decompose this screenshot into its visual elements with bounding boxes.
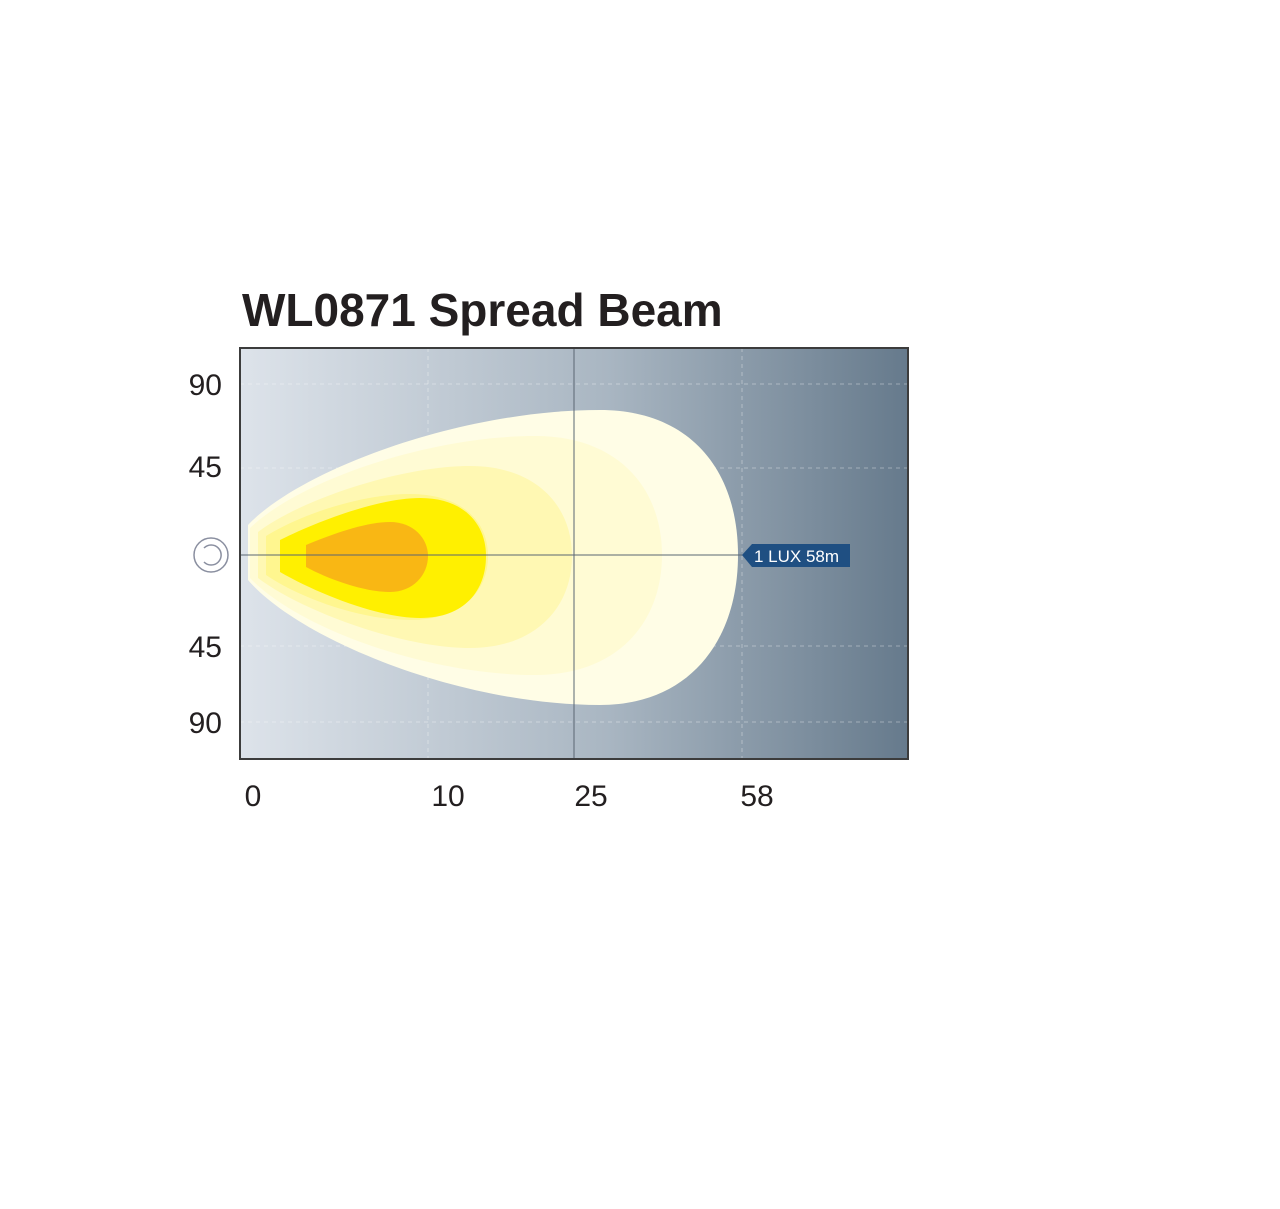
y-tick-label: 90 xyxy=(189,369,222,402)
lux-marker: 1 LUX 58m xyxy=(742,544,850,567)
x-tick-label: 0 xyxy=(245,780,262,813)
beam-zones xyxy=(248,410,738,705)
x-tick-label: 10 xyxy=(431,780,464,813)
y-axis-ticks: 90 45 45 90 xyxy=(189,369,222,740)
lamp-origin-icon xyxy=(193,537,229,573)
y-tick-label: 90 xyxy=(189,707,222,740)
plot-frame xyxy=(239,347,909,760)
lux-label-shape xyxy=(742,544,850,567)
lux-label: 1 LUX 58m xyxy=(754,547,839,566)
chart-title: WL0871 Spread Beam xyxy=(242,284,723,336)
beam-zone-1 xyxy=(306,522,428,592)
x-axis-ticks: 0 10 25 58 xyxy=(245,780,774,813)
x-tick-label: 58 xyxy=(740,780,773,813)
y-tick-label: 45 xyxy=(189,631,222,664)
x-tick-label: 25 xyxy=(574,780,607,813)
y-tick-label: 45 xyxy=(189,451,222,484)
axis-lines xyxy=(240,348,742,759)
